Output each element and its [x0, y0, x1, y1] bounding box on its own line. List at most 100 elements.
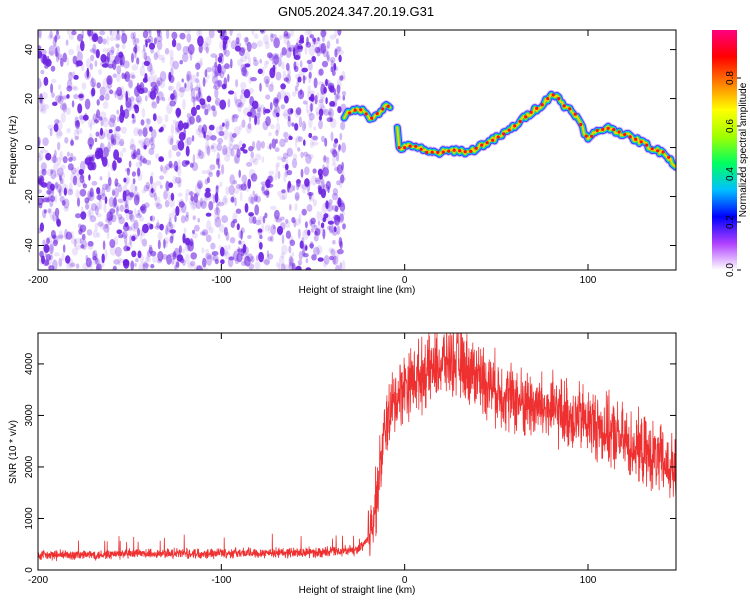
noise-cell: [127, 80, 133, 88]
noise-cell: [92, 250, 98, 258]
noise-cell: [248, 145, 254, 152]
snr-series-line: [38, 333, 676, 562]
noise-cell: [171, 31, 178, 40]
noise-cell: [318, 68, 324, 76]
noise-cell: [218, 68, 222, 77]
noise-cell: [316, 210, 321, 221]
noise-cell: [133, 192, 137, 197]
noise-cell: [233, 187, 240, 194]
x-tick-label: 100: [580, 575, 597, 586]
peak-dot: [441, 150, 445, 154]
noise-cell: [102, 38, 107, 45]
noise-cell: [196, 71, 200, 78]
noise-cell: [71, 30, 77, 36]
noise-cell: [79, 188, 87, 197]
noise-cell: [196, 104, 201, 110]
noise-cell: [197, 218, 201, 223]
peak-dot: [650, 147, 654, 151]
noise-cell: [106, 211, 113, 222]
noise-cell: [251, 100, 259, 110]
noise-cell: [55, 118, 60, 124]
noise-cell: [311, 191, 315, 203]
noise-cell: [52, 239, 58, 247]
noise-cell: [200, 197, 203, 207]
noise-cell: [210, 135, 217, 141]
noise-cell: [142, 261, 149, 270]
noise-cell: [299, 60, 303, 68]
y-tick-label: -40: [24, 238, 35, 253]
noise-cell: [320, 30, 327, 38]
peak-dot: [606, 126, 610, 130]
noise-cell: [163, 238, 166, 249]
noise-cell: [221, 148, 228, 156]
noise-cell: [269, 106, 272, 113]
noise-cell: [58, 257, 63, 267]
noise-cell: [328, 223, 334, 233]
noise-cell: [97, 36, 103, 44]
noise-cell: [138, 129, 143, 137]
noise-cell: [139, 205, 146, 211]
noise-cell: [330, 131, 334, 142]
noise-cell: [67, 188, 74, 196]
noise-cell: [106, 229, 110, 240]
noise-cell: [309, 241, 314, 250]
noise-cell: [161, 123, 167, 129]
noise-cell: [43, 209, 47, 214]
noise-cell: [222, 122, 225, 127]
noise-cell: [112, 90, 117, 96]
noise-cell: [112, 114, 117, 121]
noise-cell: [264, 224, 270, 232]
noise-cell: [92, 33, 99, 43]
noise-cell: [225, 186, 230, 196]
noise-cell: [267, 253, 274, 260]
noise-cell: [168, 85, 173, 91]
noise-cell: [63, 187, 67, 196]
noise-cell: [50, 168, 54, 175]
noise-cell: [298, 213, 302, 224]
noise-cell: [97, 221, 104, 227]
noise-cell: [94, 202, 101, 211]
noise-cell: [40, 69, 45, 75]
noise-cell: [279, 255, 285, 267]
noise-cell: [322, 156, 329, 163]
peak-dot: [436, 150, 440, 154]
noise-cell: [81, 233, 86, 241]
noise-cell: [247, 235, 252, 239]
noise-cell: [286, 147, 293, 157]
noise-cell: [331, 229, 338, 236]
noise-cell: [273, 37, 280, 49]
noise-cell: [59, 90, 63, 101]
noise-cell: [312, 141, 319, 146]
noise-cell: [328, 108, 334, 118]
noise-cell: [255, 153, 262, 161]
colorbar-label: Normalized spectral amplitude: [738, 82, 749, 217]
peak-dot: [661, 150, 665, 154]
noise-cell: [55, 95, 62, 103]
noise-cell: [182, 98, 186, 110]
noise-cell: [88, 119, 93, 128]
noise-cell: [275, 261, 280, 268]
noise-cell: [336, 164, 343, 175]
noise-cell: [153, 52, 158, 61]
noise-cell: [136, 57, 140, 65]
noise-cell: [283, 172, 287, 183]
signal-ridge: [396, 93, 676, 169]
noise-cell: [104, 196, 108, 204]
noise-cell: [254, 219, 262, 226]
noise-cell: [133, 104, 138, 110]
noise-cell: [136, 153, 143, 161]
noise-cell: [219, 70, 225, 79]
noise-cell: [261, 156, 265, 163]
noise-cell: [250, 196, 255, 205]
noise-cell: [136, 84, 142, 91]
noise-cell: [325, 157, 330, 165]
noise-cell: [38, 169, 44, 176]
noise-cell: [317, 184, 322, 191]
noise-cell: [304, 45, 308, 56]
noise-cell: [275, 112, 280, 118]
noise-cell: [176, 151, 181, 157]
noise-cell: [176, 108, 180, 119]
noise-cell: [196, 179, 203, 190]
noise-cell: [175, 205, 180, 217]
noise-cell: [319, 224, 324, 232]
